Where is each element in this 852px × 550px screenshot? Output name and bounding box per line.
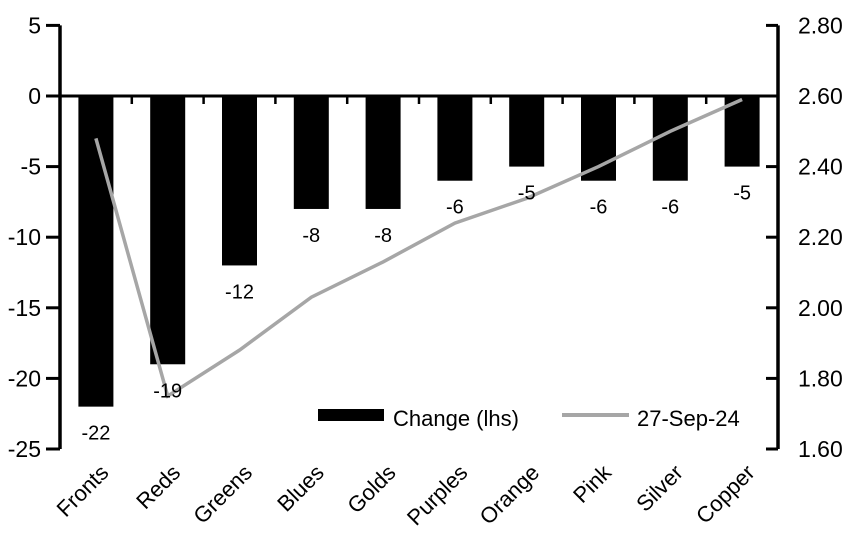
left-axis-tick-label: 5	[28, 12, 41, 38]
data-label-blues: -8	[302, 225, 320, 247]
data-label-golds: -8	[374, 225, 392, 247]
data-label-reds: -19	[153, 380, 182, 402]
bar-reds	[150, 96, 186, 365]
bar-purples	[437, 96, 473, 181]
left-axis-tick-label: -15	[8, 295, 41, 321]
bar-blues	[293, 96, 329, 209]
bar-fronts	[78, 96, 114, 407]
right-axis-tick-label: 1.80	[798, 365, 843, 391]
legend-bar-label: Change (lhs)	[393, 406, 519, 431]
right-axis-tick-label: 2.20	[798, 224, 843, 250]
right-axis-tick-label: 1.60	[798, 436, 843, 462]
right-axis-tick-label: 2.60	[798, 83, 843, 109]
data-label-fronts: -22	[81, 423, 110, 445]
left-axis-tick-label: -5	[21, 154, 41, 180]
data-label-orange: -5	[518, 183, 536, 205]
bar-golds	[365, 96, 401, 209]
bar-orange	[509, 96, 545, 167]
category-labels-group: Fronts Reds Greens Blues Golds Purples Orange P…	[52, 459, 760, 530]
category-label-greens: Greens	[188, 460, 257, 529]
bar-copper	[724, 96, 760, 167]
bars-group	[78, 96, 760, 407]
bar-greens	[222, 96, 257, 266]
data-label-copper: -5	[733, 183, 751, 205]
category-label-blues: Blues	[272, 460, 329, 517]
category-label-copper: Copper	[691, 460, 760, 529]
left-axis-tick-label: -20	[8, 365, 41, 391]
legend: Change (lhs) 27-Sep-24	[318, 406, 740, 431]
data-labels-group: -22 -19 -12 -8 -8 -6 -5 -6 -6 -5	[81, 183, 751, 445]
line-series-27-sep-24	[94, 97, 743, 399]
line-series-group	[94, 97, 743, 399]
category-label-orange: Orange	[475, 460, 545, 530]
category-label-reds: Reds	[131, 460, 185, 514]
legend-bar-swatch	[318, 409, 384, 421]
right-axis-tick-label: 2.40	[798, 154, 843, 180]
category-label-pink: Pink	[568, 459, 617, 508]
category-label-golds: Golds	[342, 460, 400, 518]
category-label-purples: Purples	[402, 460, 472, 530]
category-label-fronts: Fronts	[52, 460, 114, 522]
right-axis-tick-label: 2.00	[798, 295, 843, 321]
data-label-greens: -12	[225, 281, 254, 303]
data-label-purples: -6	[446, 197, 464, 219]
data-label-silver: -6	[661, 197, 679, 219]
right-axis-tick-label: 2.80	[798, 12, 843, 38]
left-axis-tick-label: -10	[8, 224, 41, 250]
category-label-silver: Silver	[631, 460, 688, 517]
left-axis-tick-label: -25	[8, 436, 41, 462]
axes-group	[46, 23, 780, 451]
legend-line-label: 27-Sep-24	[637, 406, 740, 431]
data-label-pink: -6	[590, 197, 608, 219]
axis-labels-group: 5 0 -5 -10 -15 -20 -25 2.80 2.60 2.40 2.20 2.00 1.80…	[8, 12, 843, 462]
left-axis-tick-label: 0	[28, 83, 41, 109]
